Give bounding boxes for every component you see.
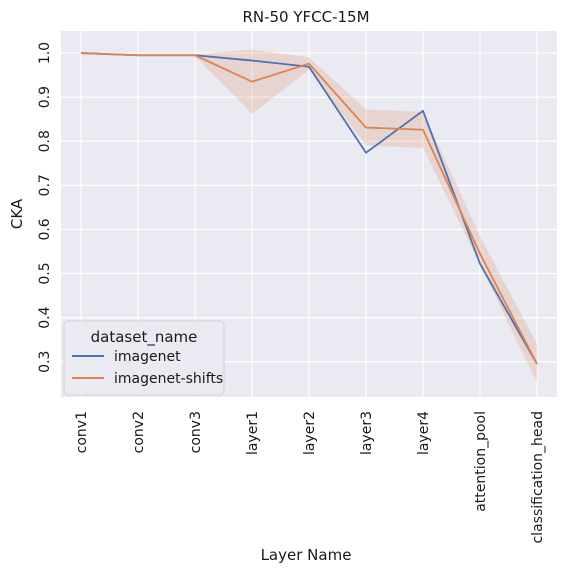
legend-label-imagenet-shifts: imagenet-shifts (114, 371, 223, 387)
chart-title: RN-50 YFCC-15M (242, 8, 369, 26)
y-tick-label: 0.3 (37, 351, 53, 373)
x-axis-label: Layer Name (261, 546, 352, 564)
y-tick-labels: 0.3 0.4 0.5 0.6 0.7 0.8 0.9 1.0 (37, 42, 53, 373)
series-line-imagenet-shifts (80, 52, 538, 365)
x-tick-label: attention_pool (473, 411, 489, 512)
series-lines (80, 52, 538, 365)
confidence-band-imagenet-shifts (81, 49, 537, 383)
y-tick-label: 0.4 (37, 306, 53, 328)
x-tick-label: conv3 (188, 411, 204, 453)
x-tick-labels: conv1 conv2 conv3 layer1 layer2 layer3 layer4 a… (74, 411, 546, 544)
y-axis-label: CKA (8, 198, 26, 229)
legend-label-imagenet: imagenet (114, 349, 181, 365)
legend-title: dataset_name (91, 328, 198, 347)
x-tick-label: layer2 (302, 411, 318, 455)
y-tick-label: 0.9 (37, 86, 53, 108)
x-tick-label: layer1 (245, 411, 261, 455)
y-tick-label: 0.5 (37, 262, 53, 284)
y-tick-label: 0.8 (37, 130, 53, 152)
x-tick-label: classification_head (530, 411, 546, 544)
legend: dataset_name imagenet imagenet-shifts (63, 320, 225, 396)
legend-box (63, 320, 225, 396)
y-tick-label: 1.0 (37, 42, 53, 64)
y-tick-label: 0.7 (37, 174, 53, 196)
x-tick-label: conv1 (74, 411, 90, 453)
x-tick-label: layer4 (416, 411, 432, 455)
y-tick-label: 0.6 (37, 218, 53, 240)
x-tick-label: layer3 (359, 411, 375, 455)
x-tick-label: conv2 (131, 411, 147, 453)
confidence-bands (81, 49, 537, 383)
